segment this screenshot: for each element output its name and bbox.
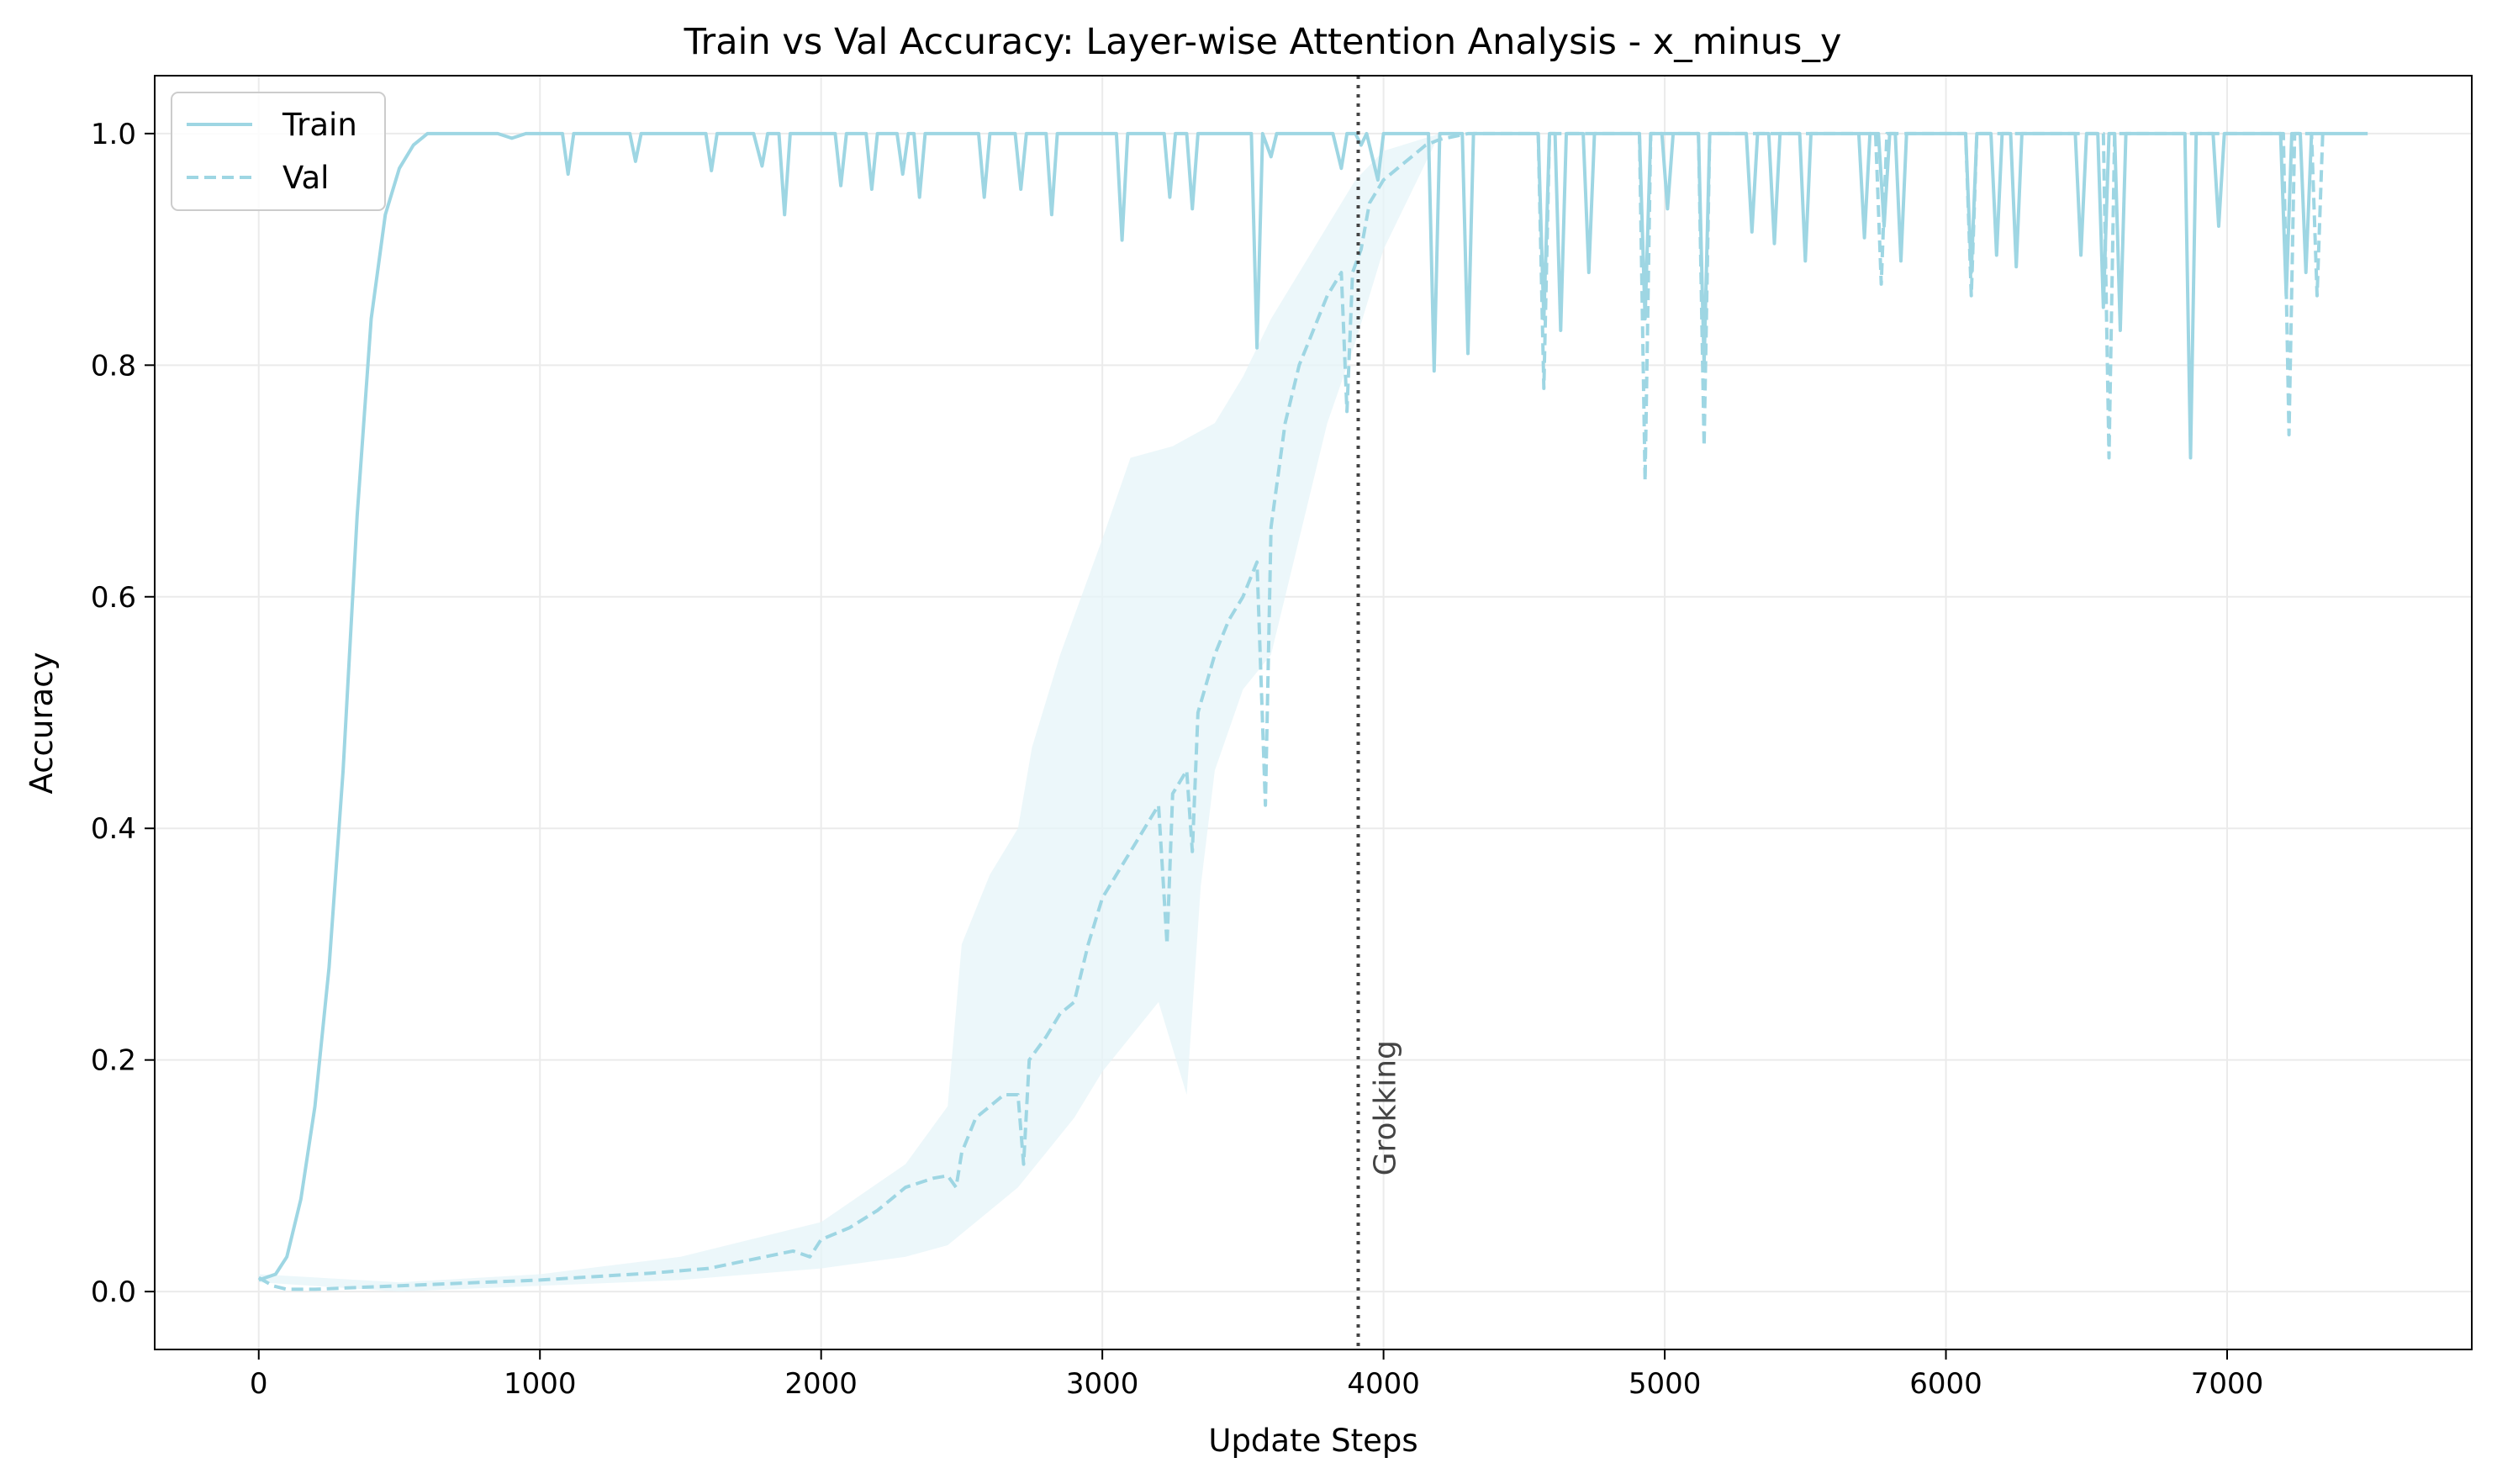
y-tick-label: 0.8 [91, 349, 136, 383]
x-axis-title: Update Steps [1208, 1423, 1417, 1459]
axis-ticks: 0 1000 2000 3000 4000 5000 6000 7000 0.0 0.2 0.4 0.… [91, 118, 2263, 1401]
y-tick-label: 0.6 [91, 581, 136, 615]
grokking-label: Grokking [1369, 1040, 1403, 1175]
legend-label-val: Val [282, 160, 329, 196]
y-tick-label: 0.2 [91, 1044, 136, 1078]
y-tick-label: 1.0 [91, 118, 136, 151]
legend-label-train: Train [282, 107, 357, 143]
plot-frame [154, 75, 2473, 1350]
x-tick-label: 4000 [1347, 1367, 1420, 1401]
y-tick-label: 0.0 [91, 1275, 136, 1309]
x-tick-label: 0 [250, 1367, 268, 1401]
grokking-annotation: Grokking [1356, 76, 1403, 1349]
val-confidence-band [258, 133, 1440, 1292]
x-tick-label: 1000 [504, 1367, 577, 1401]
x-tick-label: 6000 [1909, 1367, 1982, 1401]
chart-title: Train vs Val Accuracy: Layer-wise Attent… [684, 21, 1842, 63]
legend-box [171, 92, 386, 211]
x-tick-label: 2000 [784, 1367, 858, 1401]
legend: Train Val [171, 92, 386, 211]
series-lines [257, 131, 2368, 1291]
x-tick-label: 7000 [2191, 1367, 2264, 1401]
y-tick-label: 0.4 [91, 812, 136, 846]
series-line-val [257, 131, 2325, 1291]
x-tick-label: 3000 [1066, 1367, 1139, 1401]
y-axis-title: Accuracy [24, 652, 60, 795]
val-band-area [258, 133, 1440, 1292]
x-tick-label: 5000 [1629, 1367, 1702, 1401]
